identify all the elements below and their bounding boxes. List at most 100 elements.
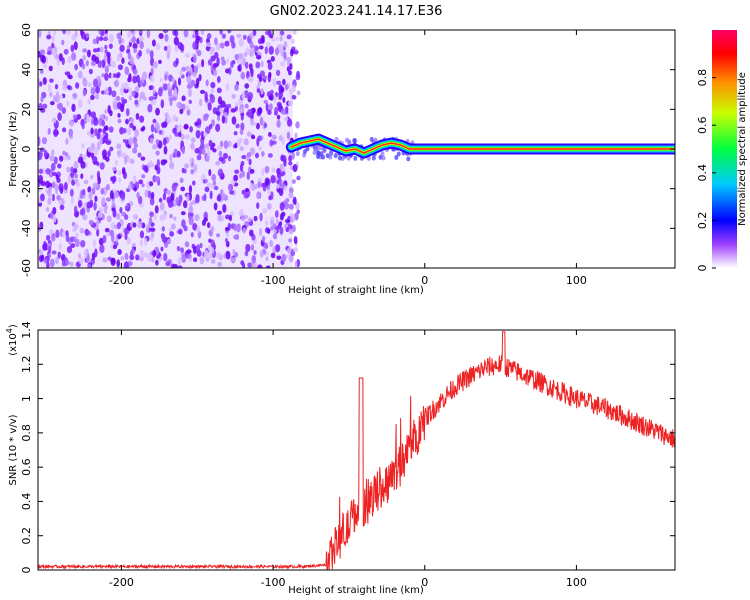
noise-blob [189, 202, 193, 211]
noise-blob [221, 33, 226, 39]
track-halo [337, 155, 342, 161]
noise-blob [134, 128, 139, 138]
noise-blob [51, 42, 55, 49]
noise-blob [139, 257, 144, 262]
noise-blob [117, 113, 121, 118]
noise-blob [230, 108, 236, 113]
noise-blob [241, 262, 246, 268]
noise-blob [286, 34, 292, 40]
noise-blob [227, 30, 231, 34]
noise-blob [251, 255, 256, 264]
noise-blob [49, 258, 55, 268]
noise-blob [196, 118, 202, 126]
noise-blob [123, 261, 129, 268]
noise-blob [230, 60, 234, 68]
noise-blob [49, 155, 55, 162]
noise-blob [56, 58, 61, 66]
noise-blob [161, 128, 165, 138]
noise-blob [236, 33, 242, 38]
noise-blob [281, 211, 286, 217]
noise-blob [181, 95, 186, 102]
noise-blob [222, 152, 228, 159]
noise-blob [269, 219, 275, 226]
noise-blob [242, 227, 247, 234]
noise-blob [139, 250, 145, 259]
noise-blob [240, 71, 246, 80]
noise-blob [51, 35, 55, 43]
noise-blob [111, 198, 115, 207]
colorbar-tick-label: 0.2 [696, 212, 709, 230]
noise-blob [107, 150, 111, 158]
noise-blob [226, 58, 230, 64]
noise-blob [158, 197, 163, 203]
noise-blob [40, 254, 45, 262]
noise-blob [74, 173, 78, 179]
noise-blob [184, 53, 191, 58]
noise-blob [58, 102, 63, 112]
noise-blob [40, 96, 44, 103]
noise-blob [205, 154, 211, 163]
noise-blob [194, 83, 199, 89]
noise-blob [194, 121, 198, 126]
noise-blob [83, 179, 89, 185]
noise-blob [207, 251, 213, 260]
noise-blob [224, 40, 230, 47]
noise-blob [253, 261, 258, 268]
noise-blob [253, 215, 258, 222]
noise-blob [81, 188, 86, 196]
noise-blob [228, 183, 232, 192]
noise-blob [217, 114, 221, 122]
noise-blob [162, 83, 168, 91]
noise-blob [190, 142, 195, 150]
noise-blob [244, 61, 249, 69]
noise-blob [242, 34, 247, 40]
noise-blob [115, 95, 121, 102]
noise-blob [159, 78, 163, 83]
noise-blob [210, 225, 215, 232]
noise-blob [244, 103, 249, 109]
noise-blob [203, 217, 208, 222]
noise-blob [164, 112, 169, 118]
noise-blob [116, 222, 121, 230]
noise-blob [296, 175, 301, 181]
noise-blob [261, 37, 265, 43]
noise-blob [171, 83, 176, 91]
noise-blob [108, 33, 114, 43]
noise-blob [283, 202, 290, 210]
noise-blob [210, 258, 216, 264]
noise-blob [97, 176, 101, 185]
noise-blob [111, 90, 117, 98]
noise-blob [163, 252, 168, 262]
noise-blob [41, 136, 48, 145]
y-tick-label: -20 [20, 180, 33, 198]
noise-blob [102, 135, 109, 144]
noise-blob [46, 261, 50, 268]
noise-blob [149, 75, 155, 83]
track-halo [315, 153, 320, 159]
noise-blob [236, 138, 242, 147]
noise-blob [52, 181, 56, 189]
noise-blob [196, 35, 201, 41]
noise-blob [188, 216, 194, 226]
noise-blob [147, 103, 153, 113]
noise-blob [63, 156, 68, 161]
noise-blob [155, 124, 160, 132]
noise-blob [181, 254, 187, 264]
noise-blob [199, 98, 203, 107]
noise-blob [180, 186, 186, 192]
noise-blob [275, 218, 279, 225]
noise-blob [58, 53, 63, 62]
noise-blob [39, 49, 46, 56]
noise-blob [144, 237, 148, 247]
noise-blob [177, 77, 182, 86]
noise-blob [90, 111, 97, 119]
noise-blob [226, 233, 230, 238]
noise-blob [206, 32, 212, 40]
noise-blob [196, 154, 202, 161]
noise-blob [206, 222, 211, 229]
noise-blob [203, 113, 210, 118]
noise-blob [261, 168, 265, 176]
noise-blob [220, 189, 224, 194]
noise-blob [291, 38, 295, 44]
noise-blob [92, 156, 98, 162]
